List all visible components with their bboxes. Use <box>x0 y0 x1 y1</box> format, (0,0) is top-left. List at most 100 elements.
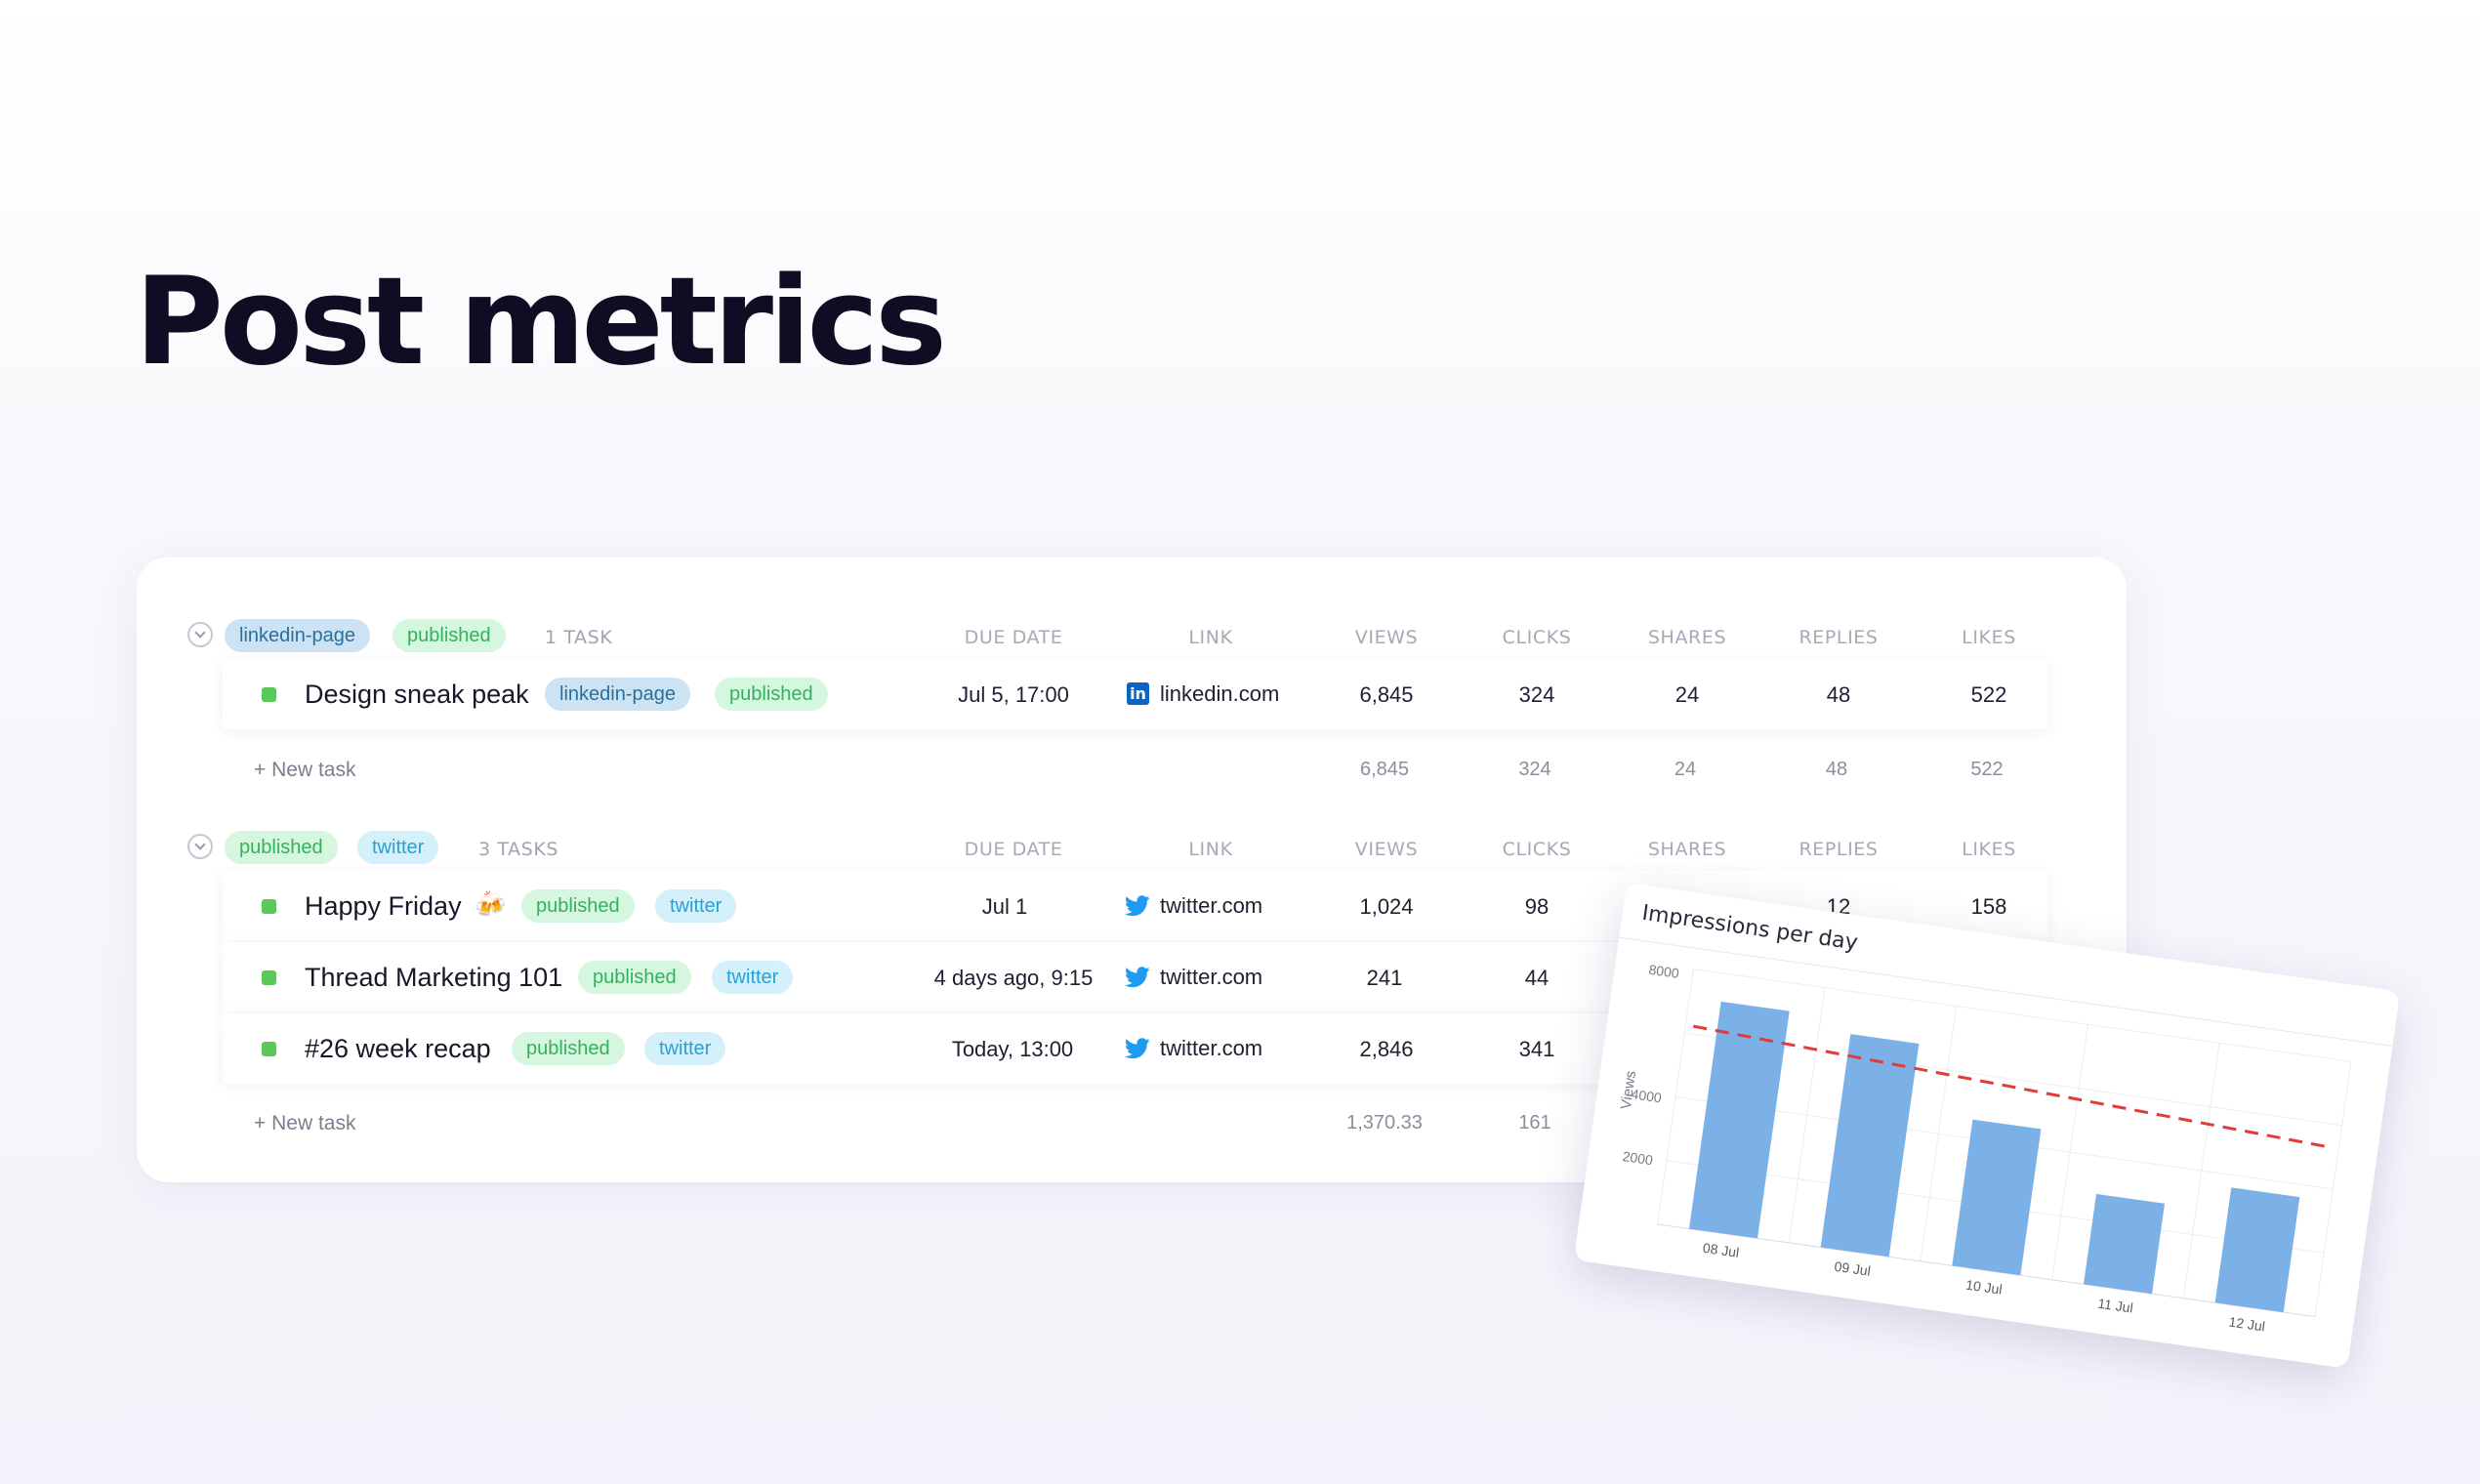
bar <box>2214 1187 2300 1313</box>
new-task-button[interactable]: + New task <box>254 759 356 781</box>
clicks-value: 44 <box>1524 966 1550 990</box>
likes-value: 522 <box>1970 682 2007 707</box>
page-title: Post metrics <box>135 252 947 392</box>
views-value: 6,845 <box>1359 682 1414 707</box>
column-header-likes[interactable]: LIKES <box>1962 627 2016 648</box>
clicks-summary: 161 <box>1518 1112 1551 1134</box>
views-value: 241 <box>1366 966 1403 990</box>
task-count: 3 TASKS <box>478 839 559 860</box>
grid-line <box>1693 969 2351 1062</box>
task-tag[interactable]: twitter <box>655 889 737 923</box>
column-header-link[interactable]: LINK <box>1188 839 1233 860</box>
twitter-icon <box>1125 895 1150 917</box>
task-tag[interactable]: published <box>521 889 635 923</box>
x-tick-label: 08 Jul <box>1702 1240 1740 1260</box>
task-tag[interactable]: published <box>512 1032 625 1065</box>
beer-mugs-emoji: 🍻 <box>475 890 507 920</box>
link-text[interactable]: twitter.com <box>1160 965 1263 989</box>
likes-value: 158 <box>1970 894 2007 919</box>
column-header-clicks[interactable]: CLICKS <box>1502 627 1572 648</box>
task-name[interactable]: Design sneak peak <box>305 680 529 709</box>
column-header-shares[interactable]: SHARES <box>1647 839 1727 860</box>
column-header-views[interactable]: VIEWS <box>1354 839 1419 860</box>
likes-summary: 522 <box>1970 759 2004 780</box>
column-header-replies[interactable]: REPLIES <box>1798 627 1879 648</box>
due-date: 4 days ago, 9:15 <box>933 966 1094 990</box>
due-date: Today, 13:00 <box>951 1037 1074 1061</box>
task-tag[interactable]: linkedin-page <box>545 678 690 711</box>
y-axis-label: Views <box>1618 1070 1639 1111</box>
link-text[interactable]: twitter.com <box>1160 893 1263 918</box>
post-link[interactable]: twitter.com <box>1125 1036 1263 1061</box>
post-link[interactable]: twitter.com <box>1125 893 1263 919</box>
clicks-value: 341 <box>1518 1037 1555 1061</box>
group-header: published twitter 3 TASKS DUE DATE LINK … <box>137 824 2127 871</box>
grid-line <box>1657 969 1694 1225</box>
group-header: linkedin-page published 1 TASK DUE DATE … <box>137 612 2127 659</box>
bar <box>1952 1119 2042 1276</box>
column-header-due-date[interactable]: DUE DATE <box>964 627 1063 648</box>
replies-value: 48 <box>1826 682 1851 707</box>
column-header-views[interactable]: VIEWS <box>1354 627 1419 648</box>
column-header-shares[interactable]: SHARES <box>1647 627 1727 648</box>
x-tick-label: 09 Jul <box>1834 1258 1872 1279</box>
task-name[interactable]: Happy Friday <box>305 891 462 921</box>
table-row[interactable]: Design sneak peak linkedin-page publishe… <box>223 659 2048 729</box>
clicks-value: 324 <box>1518 682 1555 707</box>
group-tag[interactable]: twitter <box>357 831 439 864</box>
post-link[interactable]: twitter.com <box>1125 965 1263 990</box>
y-tick-label: 2000 <box>1622 1148 1654 1168</box>
y-tick-label: 4000 <box>1631 1086 1663 1105</box>
column-header-due-date[interactable]: DUE DATE <box>964 839 1063 860</box>
replies-summary: 48 <box>1825 759 1848 780</box>
status-indicator <box>262 1042 276 1056</box>
task-count: 1 TASK <box>545 627 613 648</box>
group-tag[interactable]: linkedin-page <box>225 619 370 652</box>
views-value: 2,846 <box>1359 1037 1414 1061</box>
column-header-link[interactable]: LINK <box>1188 627 1233 648</box>
link-text[interactable]: twitter.com <box>1160 1036 1263 1060</box>
due-date: Jul 1 <box>981 894 1028 919</box>
task-name[interactable]: Thread Marketing 101 <box>305 963 563 992</box>
group-tag[interactable]: published <box>393 619 506 652</box>
twitter-icon <box>1125 1038 1150 1059</box>
views-value: 1,024 <box>1359 894 1414 919</box>
task-tag[interactable]: published <box>715 678 828 711</box>
status-indicator <box>262 687 276 702</box>
views-summary: 6,845 <box>1359 759 1410 780</box>
clicks-value: 98 <box>1524 894 1550 919</box>
average-line <box>1692 1024 2334 1150</box>
collapse-toggle-icon[interactable] <box>187 622 213 647</box>
group-tag[interactable]: published <box>225 831 338 864</box>
x-tick-label: 12 Jul <box>2228 1314 2266 1335</box>
column-header-clicks[interactable]: CLICKS <box>1502 839 1572 860</box>
table-row[interactable]: Happy Friday 🍻 published twitter Jul 1 t… <box>223 871 2048 941</box>
bar <box>1688 1001 1790 1239</box>
task-table-card: linkedin-page published 1 TASK DUE DATE … <box>137 557 2127 1182</box>
task-tag[interactable]: twitter <box>644 1032 726 1065</box>
bar <box>1820 1034 1920 1257</box>
shares-value: 24 <box>1674 682 1700 707</box>
impressions-chart-card: Impressions per day 2000 4000 8000 Views 08 … <box>1573 883 2401 1369</box>
collapse-toggle-icon[interactable] <box>187 834 213 859</box>
task-tag[interactable]: published <box>578 961 691 994</box>
task-name[interactable]: #26 week recap <box>305 1034 491 1063</box>
views-summary: 1,370.33 <box>1346 1112 1423 1134</box>
post-link[interactable]: in linkedin.com <box>1127 681 1280 707</box>
bar <box>2084 1193 2166 1295</box>
status-indicator <box>262 970 276 985</box>
link-text[interactable]: linkedin.com <box>1160 681 1280 706</box>
task-tag[interactable]: twitter <box>712 961 794 994</box>
twitter-icon <box>1125 967 1150 988</box>
grid-line <box>1684 1032 2342 1127</box>
shares-summary: 24 <box>1674 759 1697 780</box>
new-task-button[interactable]: + New task <box>254 1112 356 1134</box>
status-indicator <box>262 899 276 914</box>
column-header-likes[interactable]: LIKES <box>1962 839 2016 860</box>
y-tick-label: 8000 <box>1648 962 1680 981</box>
x-tick-label: 10 Jul <box>1964 1277 2003 1298</box>
column-header-replies[interactable]: REPLIES <box>1798 839 1879 860</box>
bar-chart: 2000 4000 8000 Views 08 Jul 09 Jul 10 Jul 11 Ju… <box>1618 962 2352 1335</box>
clicks-summary: 324 <box>1518 759 1551 780</box>
linkedin-icon: in <box>1127 682 1149 705</box>
